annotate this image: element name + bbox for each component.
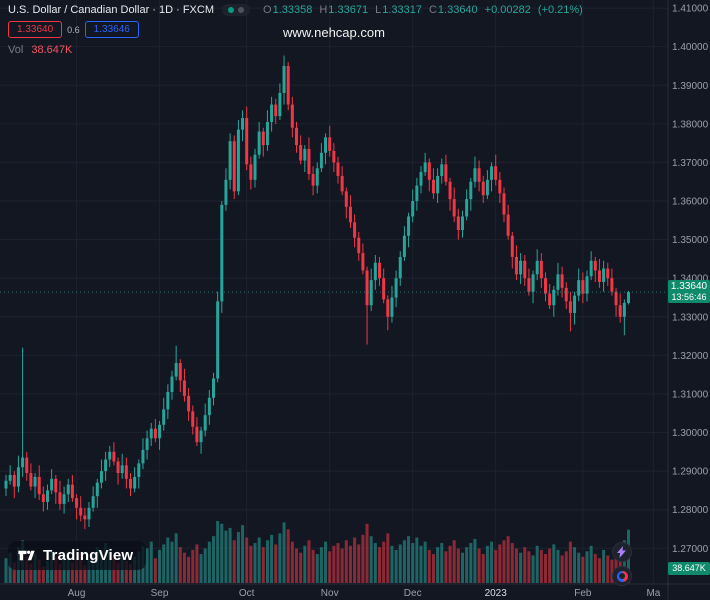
sentiment-ratio-icon <box>616 570 628 582</box>
svg-text:1.27000: 1.27000 <box>672 544 709 555</box>
svg-text:1.31000: 1.31000 <box>672 389 709 400</box>
floating-buttons <box>612 542 632 586</box>
watermark-text: www.nehcap.com <box>283 25 385 40</box>
high-value: 1.33671 <box>328 4 369 16</box>
svg-text:1.38000: 1.38000 <box>672 119 709 130</box>
volume-axis-badge: 38.647K <box>668 562 710 575</box>
legend: U.S. Dollar / Canadian Dollar · 1D · FXC… <box>8 4 583 56</box>
symbol-title[interactable]: U.S. Dollar / Canadian Dollar · 1D · FXC… <box>8 4 215 16</box>
tradingview-logo[interactable]: TradingView <box>8 541 147 570</box>
open-value: 1.33358 <box>272 4 313 16</box>
svg-text:Oct: Oct <box>239 588 255 599</box>
bar-countdown: 13:56:46 <box>671 292 707 303</box>
status-pill[interactable] <box>222 4 251 16</box>
svg-text:1.30000: 1.30000 <box>672 428 709 439</box>
svg-text:Sep: Sep <box>151 588 169 599</box>
market-open-icon <box>228 7 235 13</box>
svg-text:1.34000: 1.34000 <box>672 274 709 285</box>
sell-button[interactable]: 1.33640 <box>8 21 63 38</box>
svg-text:1.28000: 1.28000 <box>672 505 709 516</box>
lightning-icon <box>617 546 626 558</box>
low-label: L <box>375 4 382 16</box>
sentiment-button[interactable] <box>612 566 632 586</box>
svg-text:1.40000: 1.40000 <box>672 42 709 53</box>
volume-label[interactable]: Vol <box>8 44 24 56</box>
svg-text:1.36000: 1.36000 <box>672 197 709 208</box>
svg-text:1.39000: 1.39000 <box>672 81 709 92</box>
svg-text:1.32000: 1.32000 <box>672 351 709 362</box>
svg-text:2023: 2023 <box>485 588 508 599</box>
svg-text:1.33000: 1.33000 <box>672 312 709 323</box>
svg-text:Nov: Nov <box>321 588 339 599</box>
last-price-badge: 1.33640 13:56:46 <box>668 280 710 304</box>
boost-button[interactable] <box>612 542 632 562</box>
change-value: +0.00282 <box>484 4 531 16</box>
buy-button[interactable]: 1.33646 <box>84 21 139 38</box>
volume-row: Vol 38.647K <box>8 44 583 56</box>
spread-value: 0.6 <box>67 24 80 35</box>
svg-text:Feb: Feb <box>574 588 592 599</box>
svg-text:1.29000: 1.29000 <box>672 467 709 478</box>
tradingview-logo-text: TradingView <box>43 547 134 564</box>
high-label: H <box>319 4 328 16</box>
tradingview-logomark-icon <box>18 550 35 561</box>
volume-value: 38.647K <box>31 44 73 56</box>
svg-text:Aug: Aug <box>68 588 86 599</box>
legend-row-main: U.S. Dollar / Canadian Dollar · 1D · FXC… <box>8 4 583 16</box>
bid-ask-row: 1.33640 0.6 1.33646 <box>8 21 583 38</box>
svg-text:1.41000: 1.41000 <box>672 4 709 15</box>
last-price-value: 1.33640 <box>670 281 708 293</box>
svg-text:Dec: Dec <box>404 588 422 599</box>
change-percent: (+0.21%) <box>537 4 583 16</box>
close-label: C <box>428 4 437 16</box>
svg-text:Ma: Ma <box>646 588 660 599</box>
open-label: O <box>263 4 272 16</box>
svg-text:1.37000: 1.37000 <box>672 158 709 169</box>
ohlc-readout: O 1.33358 H 1.33671 L 1.33317 C 1.33640 +0.0… <box>256 4 583 16</box>
visibility-icon <box>238 7 245 13</box>
low-value: 1.33317 <box>382 4 422 16</box>
svg-text:1.35000: 1.35000 <box>672 235 709 246</box>
close-value: 1.33640 <box>437 4 478 16</box>
